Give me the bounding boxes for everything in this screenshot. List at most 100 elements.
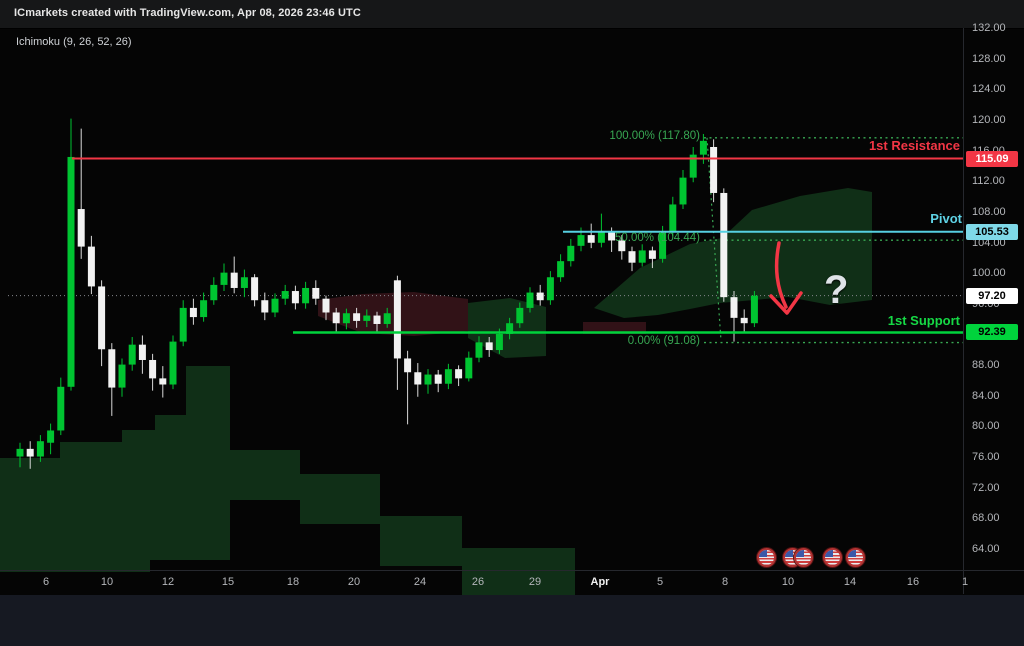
ichimoku-cloud-green bbox=[0, 366, 230, 572]
candle-body-up bbox=[495, 333, 503, 351]
candle-body-down bbox=[730, 297, 738, 318]
price-axis-tick: 112.00 bbox=[972, 175, 1005, 188]
footer-bar: TradingView bbox=[0, 595, 1024, 646]
fib-label-0: 0.00% (91.08) bbox=[627, 334, 700, 347]
candle-body-down bbox=[373, 315, 381, 324]
candle-body-down bbox=[740, 317, 748, 324]
us-economic-event-icon[interactable] bbox=[757, 548, 776, 567]
us-economic-event-icon[interactable] bbox=[823, 548, 842, 567]
candle-body-up bbox=[67, 156, 75, 387]
time-axis-tick: 29 bbox=[528, 576, 542, 588]
ichimoku-cloud-green bbox=[230, 450, 575, 602]
time-axis-separator bbox=[0, 570, 1024, 571]
price-axis-tick: 124.00 bbox=[972, 83, 1006, 96]
indicator-legend[interactable]: Ichimoku (9, 26, 52, 26) bbox=[16, 36, 132, 48]
pivot-price-badge: 105.53 bbox=[966, 223, 1018, 240]
candle-body-up bbox=[383, 313, 391, 324]
candle-body-up bbox=[659, 231, 667, 259]
candle-body-up bbox=[169, 341, 177, 385]
down-arrow-shaft[interactable] bbox=[774, 241, 788, 309]
time-axis-tick: 12 bbox=[161, 576, 175, 588]
time-axis-tick: 26 bbox=[471, 576, 485, 588]
price-axis-tick: 88.00 bbox=[972, 359, 1000, 372]
candle-body-down bbox=[108, 349, 116, 388]
candle-body-up bbox=[689, 154, 697, 178]
candle-body-up bbox=[240, 277, 248, 288]
time-axis-tick: 10 bbox=[100, 576, 114, 588]
candle-body-down bbox=[230, 272, 238, 288]
candle-body-up bbox=[302, 287, 310, 304]
down-arrow-head bbox=[769, 291, 803, 315]
question-mark-annotation: ? bbox=[824, 268, 849, 312]
candle-body-up bbox=[444, 369, 452, 384]
support-price-badge: 92.39 bbox=[966, 324, 1018, 341]
candle-body-down bbox=[720, 192, 728, 298]
candle-body-up bbox=[424, 374, 432, 385]
us-economic-event-icon[interactable] bbox=[794, 548, 813, 567]
price-axis-tick: 128.00 bbox=[972, 52, 1006, 65]
candle-body-up bbox=[699, 140, 707, 155]
candle-body-down bbox=[26, 448, 34, 457]
time-axis-tick: 1 bbox=[961, 576, 969, 588]
candle-body-up bbox=[271, 298, 279, 313]
candle-body-up bbox=[57, 386, 65, 431]
candle-body-up bbox=[750, 295, 758, 324]
time-axis-tick: 8 bbox=[721, 576, 729, 588]
candle-body-up bbox=[546, 277, 554, 301]
candle-body-down bbox=[414, 372, 422, 385]
candle-body-up bbox=[36, 441, 44, 457]
candle-body-down bbox=[455, 369, 463, 379]
price-axis-tick: 108.00 bbox=[972, 205, 1006, 218]
candle-body-down bbox=[291, 291, 299, 304]
candle-body-up bbox=[342, 313, 350, 324]
time-axis-tick: 15 bbox=[221, 576, 235, 588]
ichimoku-cloud-red bbox=[318, 292, 468, 336]
candle-body-up bbox=[16, 448, 24, 457]
fib-label-50: 50.00% (104.44) bbox=[614, 232, 700, 245]
candle-body-up bbox=[516, 307, 524, 324]
candle-body-down bbox=[312, 287, 320, 299]
price-axis-tick: 80.00 bbox=[972, 420, 1000, 433]
candle-body-up bbox=[281, 291, 289, 299]
price-axis-tick: 132.00 bbox=[972, 22, 1006, 34]
candle-body-up bbox=[128, 344, 136, 365]
fib-label-100: 100.00% (117.80) bbox=[609, 129, 700, 142]
time-axis-tick: 6 bbox=[42, 576, 50, 588]
candle-body-down bbox=[87, 246, 95, 287]
time-axis-tick: Apr bbox=[590, 576, 610, 588]
candle-body-down bbox=[434, 374, 442, 384]
time-axis-tick: 14 bbox=[843, 576, 857, 588]
ichimoku-cloud-red bbox=[583, 322, 646, 334]
price-axis-tick: 100.00 bbox=[972, 267, 1006, 280]
candle-body-down bbox=[485, 342, 493, 351]
time-axis-tick: 24 bbox=[413, 576, 427, 588]
price-axis-tick: 64.00 bbox=[972, 543, 1000, 555]
price-axis-tick: 120.00 bbox=[972, 113, 1006, 126]
us-economic-event-icon[interactable] bbox=[846, 548, 865, 567]
candle-body-down bbox=[261, 300, 269, 313]
candle-body-down bbox=[393, 280, 401, 359]
price-axis-tick: 68.00 bbox=[972, 512, 1000, 525]
time-axis-tick: 18 bbox=[286, 576, 300, 588]
time-axis-tick: 5 bbox=[656, 576, 664, 588]
candle-body-down bbox=[648, 250, 656, 259]
candle-body-up bbox=[210, 284, 218, 301]
candle-body-down bbox=[138, 344, 146, 360]
time-axis-tick: 16 bbox=[906, 576, 920, 588]
candle-body-up bbox=[567, 245, 575, 262]
candle-body-down bbox=[98, 286, 106, 350]
candle-body-down bbox=[149, 359, 157, 379]
candle-body-up bbox=[526, 292, 534, 308]
price-axis-tick: 84.00 bbox=[972, 389, 1000, 402]
support-label: 1st Support bbox=[887, 313, 960, 328]
fib-connector-line bbox=[706, 137, 722, 341]
candle-body-up bbox=[220, 272, 228, 285]
candle-body-down bbox=[332, 312, 340, 324]
current-price-badge: 97.20 bbox=[966, 287, 1018, 304]
candle-body-up bbox=[200, 300, 208, 318]
price-axis-separator bbox=[963, 28, 964, 594]
candle-body-down bbox=[159, 378, 167, 385]
time-axis-tick: 20 bbox=[347, 576, 361, 588]
